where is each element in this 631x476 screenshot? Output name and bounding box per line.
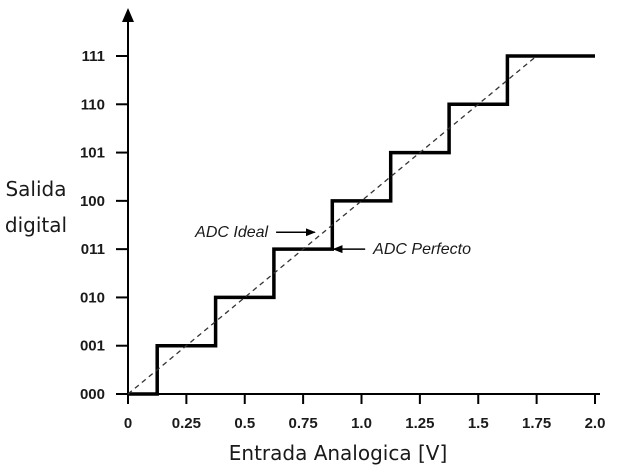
y-axis-title-line2: digital — [5, 213, 67, 237]
y-axis-title-line1: Salida — [5, 177, 66, 201]
x-tick-label: 2.0 — [585, 415, 606, 432]
annotation-label: ADC Ideal — [194, 224, 268, 241]
axes — [122, 8, 600, 395]
series-ideal-line — [127, 55, 538, 395]
y-tick-label: 100 — [80, 193, 105, 210]
y-ticks: 000 001 010 011 100 101 110 111 — [80, 48, 128, 403]
annotations: ADC Ideal ADC Perfecto — [194, 224, 471, 258]
y-axis-arrow-icon — [122, 8, 134, 22]
y-tick-label: 101 — [80, 145, 105, 162]
x-tick-label: 0 — [124, 415, 132, 432]
x-tick-label: 0.25 — [172, 415, 201, 432]
series-layer — [127, 54, 595, 396]
y-tick-label: 011 — [81, 241, 105, 258]
annotation-label: ADC Perfecto — [372, 241, 471, 258]
x-ticks: 0 0.25 0.5 0.75 1.0 1.25 1.5 1.75 2.0 — [124, 394, 606, 432]
y-tick-label: 110 — [81, 96, 105, 113]
y-tick-label: 000 — [80, 386, 105, 403]
x-axis-title: Entrada Analogica [V] — [229, 441, 448, 465]
x-tick-label: 1.25 — [405, 415, 434, 432]
x-tick-label: 1.5 — [468, 415, 489, 432]
y-tick-label: 001 — [80, 338, 105, 355]
x-tick-label: 1.75 — [522, 415, 551, 432]
x-tick-label: 0.75 — [289, 415, 318, 432]
y-tick-label: 010 — [80, 289, 105, 306]
x-tick-label: 1.0 — [351, 415, 372, 432]
y-tick-label: 111 — [82, 48, 105, 65]
x-tick-label: 0.5 — [234, 415, 255, 432]
